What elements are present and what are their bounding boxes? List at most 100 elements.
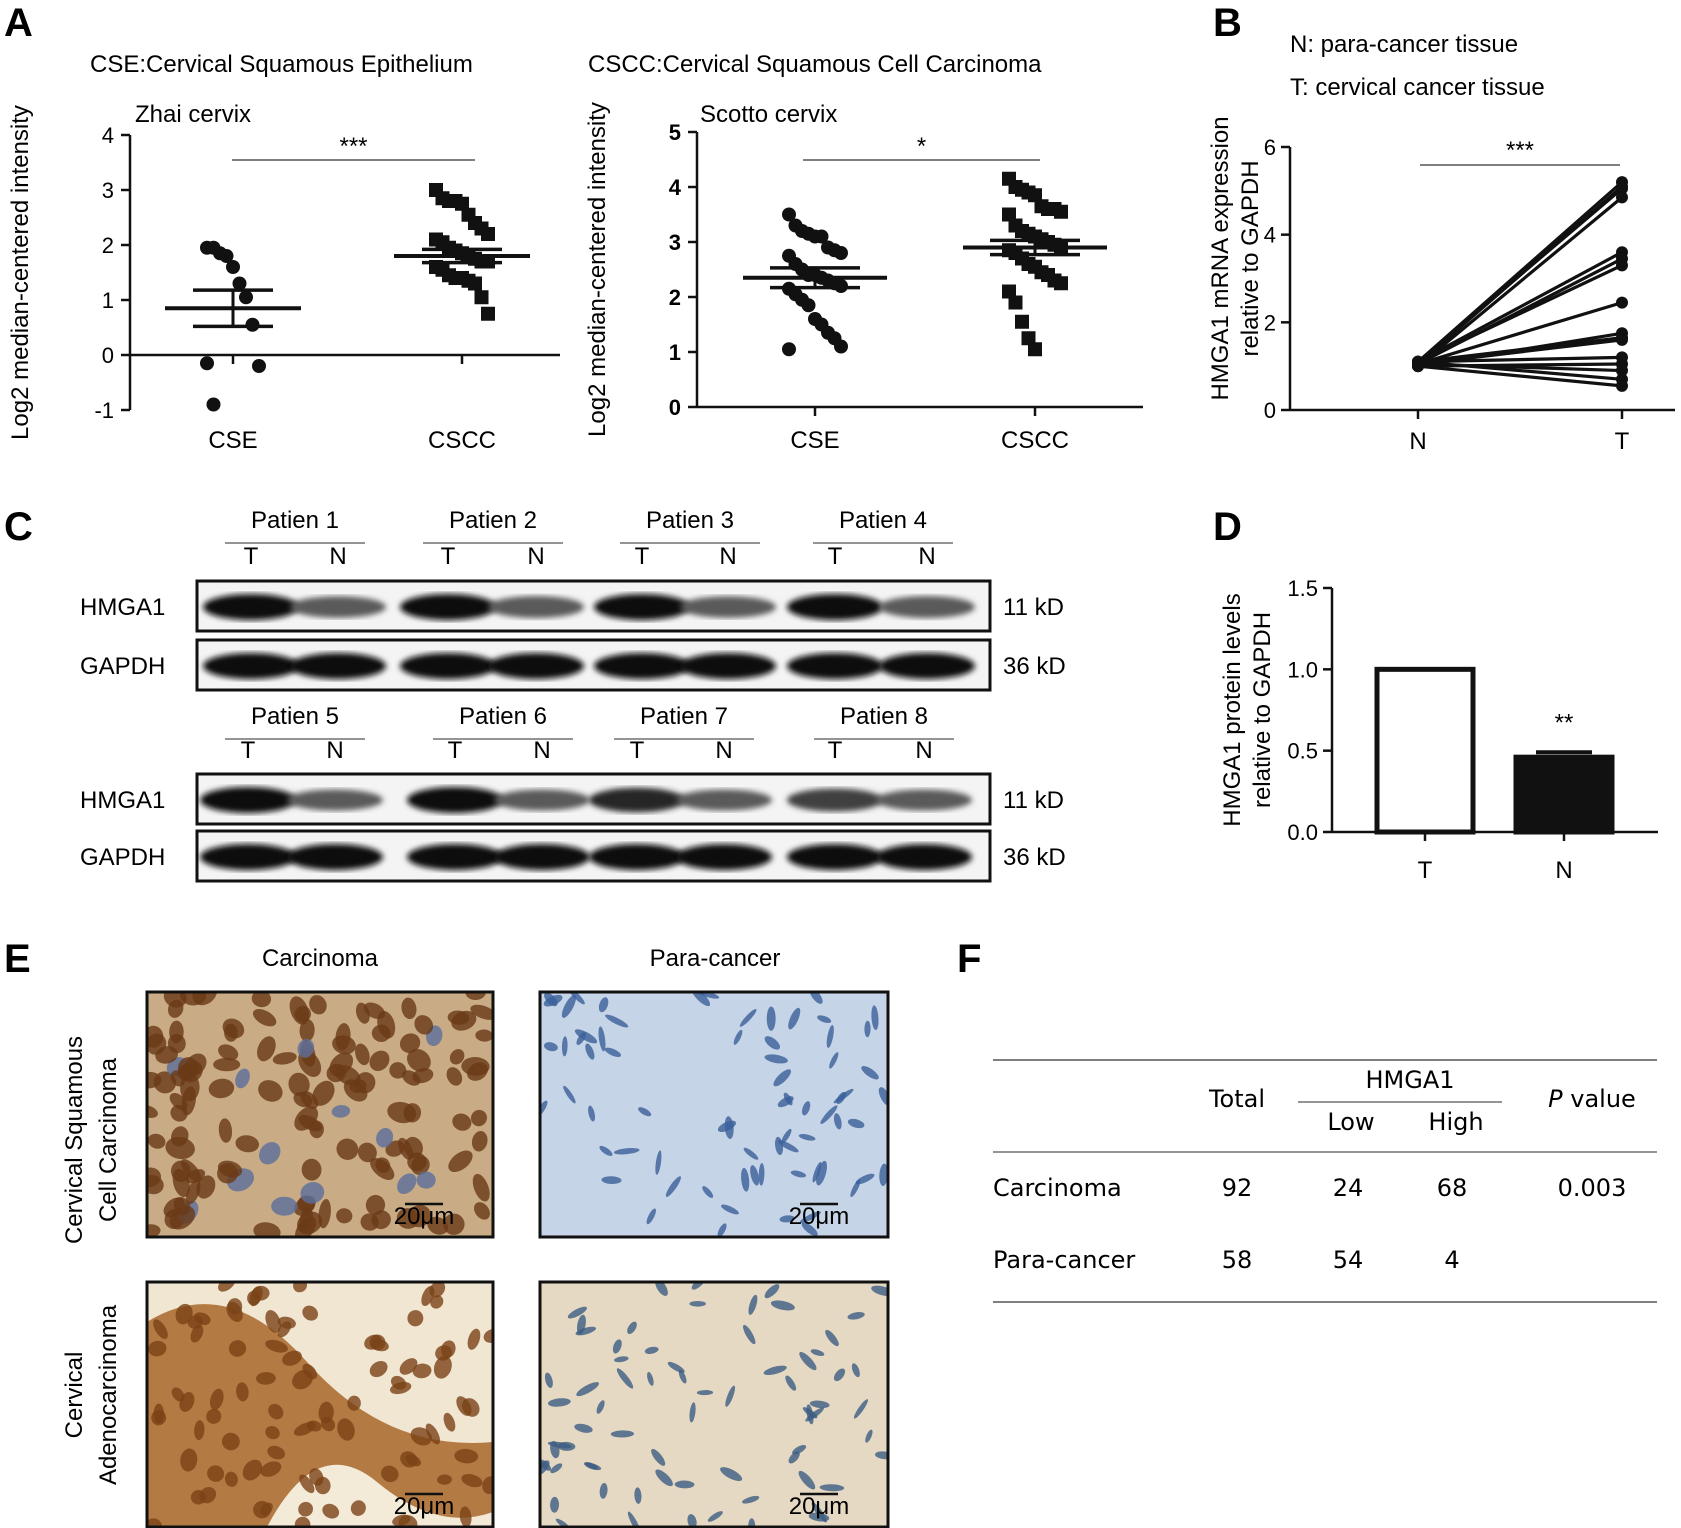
cell-nucleus <box>347 1395 361 1411</box>
y-tick-label: 2 <box>102 233 114 258</box>
lane-label-t: T <box>448 737 463 764</box>
cell-nucleus <box>293 1422 316 1436</box>
y-axis-label: Log2 median-centered intensity <box>584 102 611 437</box>
cell-nucleus <box>547 1441 572 1449</box>
y-axis-label-line: HMGA1 protein levels <box>1219 593 1246 826</box>
cell-nucleus <box>742 1495 760 1504</box>
blot-band <box>400 594 496 620</box>
cell-nucleus <box>208 1078 235 1099</box>
cell-nucleus <box>482 1476 493 1494</box>
data-point-circle <box>814 229 829 244</box>
blot-band <box>787 594 883 620</box>
cell-nucleus <box>567 992 585 1005</box>
patient-label: Patien 3 <box>646 507 734 534</box>
pair-line <box>1417 250 1623 364</box>
cell-nucleus <box>470 1109 487 1127</box>
cell-nucleus <box>410 1427 432 1446</box>
blot-band <box>290 596 386 618</box>
cell-nucleus <box>228 1340 247 1357</box>
data-point-square <box>1028 342 1042 357</box>
y-tick-label: 4 <box>102 123 114 148</box>
cell-nucleus <box>448 1150 473 1173</box>
x-tick-label: CSE <box>790 427 839 454</box>
cell-nucleus <box>425 1423 441 1445</box>
data-point-square <box>1028 188 1042 203</box>
cell-nucleus <box>446 1067 463 1086</box>
cell-nucleus <box>403 1136 423 1159</box>
cell-nucleus <box>788 1451 800 1464</box>
data-point-square <box>1054 276 1068 291</box>
cell-nucleus <box>147 1033 167 1055</box>
table-row1-name: Carcinoma <box>993 1174 1122 1202</box>
cell-nucleus <box>644 1346 659 1354</box>
data-point-circle <box>782 207 796 222</box>
data-point-circle <box>219 249 234 263</box>
table-header-p-value: P value <box>1548 1085 1636 1113</box>
cell-nucleus <box>398 1514 418 1527</box>
cell-nucleus <box>785 1375 797 1391</box>
cell-nucleus <box>808 1512 830 1522</box>
cell-nucleus <box>365 1194 386 1216</box>
cell-nucleus <box>819 1484 845 1492</box>
cell-nucleus <box>407 1310 424 1327</box>
cell-nucleus <box>369 1050 390 1072</box>
y-axis-label-line: relative to GAPDH <box>1249 612 1276 808</box>
pair-point-t <box>1616 364 1628 377</box>
y-axis-label-line: Log2 median-centered intensity <box>7 105 34 440</box>
cell-nucleus <box>335 1023 351 1051</box>
lane-label-n: N <box>918 543 935 570</box>
cell-nucleus <box>547 1398 571 1407</box>
data-point-circle <box>782 342 796 357</box>
cell-nucleus <box>574 1423 593 1433</box>
data-point-circle <box>252 359 266 373</box>
cell-nucleus <box>810 1349 825 1357</box>
blot-band <box>594 653 690 679</box>
cell-nucleus <box>180 992 207 1006</box>
y-tick-label: 2 <box>669 285 681 310</box>
cell-nucleus <box>222 1018 245 1039</box>
cell-nucleus <box>377 1011 396 1039</box>
blot-band <box>876 844 972 870</box>
cell-nucleus <box>224 1471 238 1487</box>
blot-band <box>203 594 299 620</box>
cell-nucleus <box>249 1286 263 1307</box>
cell-nucleus <box>599 1483 608 1499</box>
pair-point-t <box>1616 182 1628 195</box>
pair-point-t <box>1616 191 1628 204</box>
cell-nucleus <box>293 1282 308 1293</box>
pair-line <box>1417 301 1623 366</box>
y-tick-label: 0.5 <box>1287 739 1318 764</box>
blot-band <box>787 788 883 812</box>
cell-nucleus <box>369 1360 388 1378</box>
cell-nucleus <box>802 1101 811 1116</box>
data-point-square <box>1015 314 1029 329</box>
cell-nucleus <box>638 1107 652 1117</box>
western-blot-panel: Patien 1 T N Patien 2 T N Patien 3 T N Patien 4 T N… <box>80 507 1066 883</box>
cell-nucleus <box>258 1080 283 1102</box>
cell-nucleus <box>170 1104 188 1122</box>
cell-nucleus <box>318 1199 331 1229</box>
cell-nucleus <box>612 1339 622 1354</box>
cell-nucleus <box>750 1165 760 1186</box>
cell-nucleus <box>412 1363 432 1379</box>
panel-letter-b: B <box>1213 1 1242 45</box>
cell-nucleus <box>288 1072 310 1097</box>
data-point-circle <box>206 397 221 412</box>
cell-nucleus <box>302 1305 319 1321</box>
data-point-square <box>481 227 495 241</box>
cell-nucleus <box>272 1052 297 1065</box>
panel-e-row2-label-line1: Cervical <box>61 1352 88 1439</box>
cell-nucleus <box>763 1365 787 1375</box>
cell-nucleus <box>369 1334 386 1351</box>
cell-nucleus <box>387 1101 417 1124</box>
table-header-high: High <box>1428 1108 1483 1136</box>
cell-nucleus <box>764 1284 780 1299</box>
cell-nucleus <box>764 1054 788 1064</box>
cell-nucleus <box>598 997 609 1013</box>
lane-label-n: N <box>915 737 932 764</box>
cell-nucleus <box>766 1006 776 1031</box>
cell-nucleus <box>775 1136 784 1156</box>
cell-nucleus <box>567 1306 588 1319</box>
table-row1-low: 24 <box>1333 1174 1364 1202</box>
pair-line <box>1417 355 1623 364</box>
